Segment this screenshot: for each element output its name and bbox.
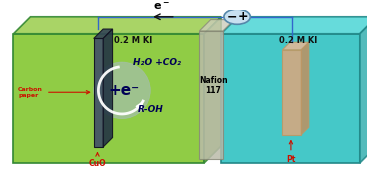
Polygon shape [94, 39, 103, 147]
Text: +e⁻: +e⁻ [108, 83, 139, 98]
Polygon shape [94, 29, 113, 39]
Text: Carbon
paper: Carbon paper [18, 87, 90, 98]
Polygon shape [282, 50, 301, 135]
Text: Nafion
117: Nafion 117 [199, 76, 228, 95]
Text: +: + [237, 10, 248, 23]
Polygon shape [282, 42, 309, 50]
Polygon shape [199, 20, 234, 31]
Polygon shape [221, 17, 377, 34]
Text: 0.2 M KI: 0.2 M KI [279, 36, 318, 45]
Text: $\mathbf{e^-}$: $\mathbf{e^-}$ [153, 0, 170, 12]
Ellipse shape [224, 9, 250, 24]
Polygon shape [204, 17, 221, 163]
Text: H₂O +CO₂: H₂O +CO₂ [133, 58, 181, 67]
Text: −: − [226, 10, 237, 23]
Polygon shape [14, 34, 204, 163]
Polygon shape [199, 31, 223, 159]
Polygon shape [14, 17, 221, 34]
Circle shape [94, 62, 150, 119]
Text: R-OH: R-OH [138, 105, 163, 114]
Polygon shape [301, 42, 309, 135]
Text: Pt: Pt [286, 141, 296, 165]
Text: 0.2 M KI: 0.2 M KI [114, 36, 152, 45]
Text: CuO: CuO [89, 153, 106, 168]
Polygon shape [103, 29, 113, 147]
Polygon shape [360, 17, 377, 163]
Polygon shape [221, 34, 360, 163]
